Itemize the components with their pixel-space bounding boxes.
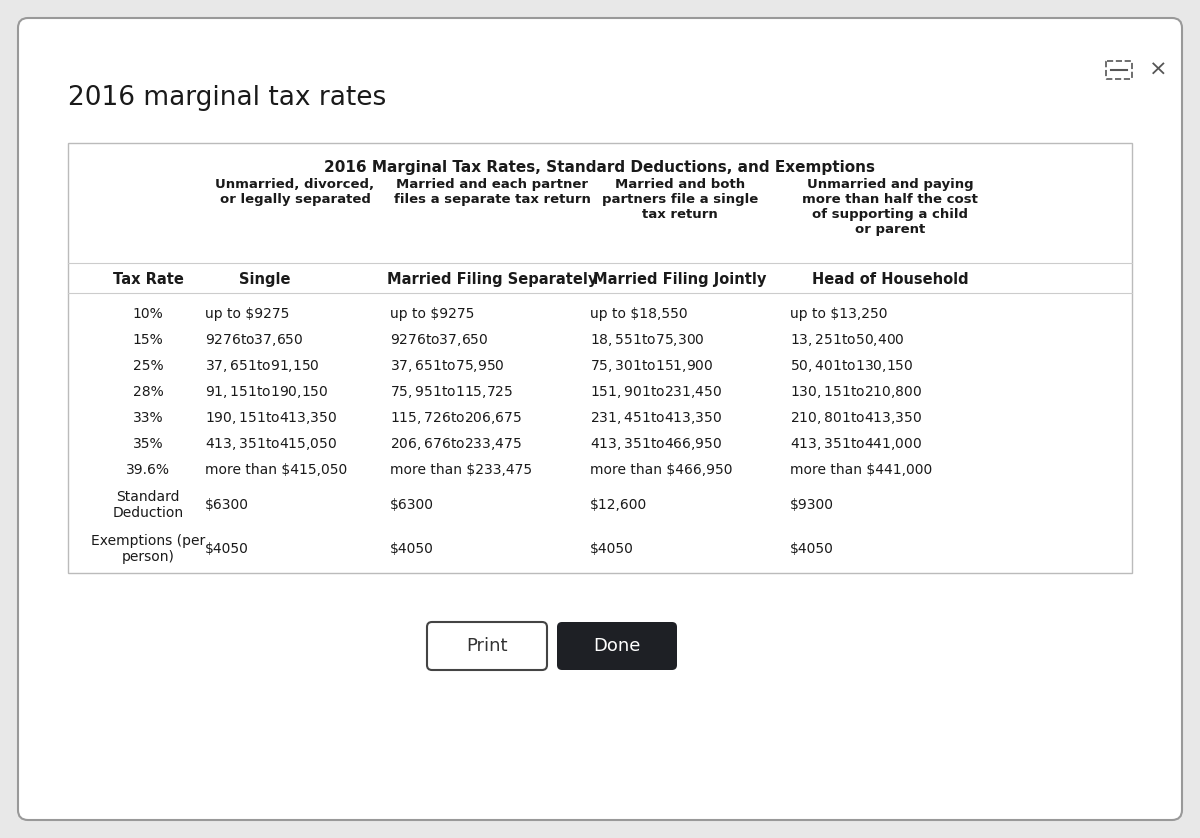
Text: Print: Print <box>467 637 508 655</box>
Text: $231,451 to $413,350: $231,451 to $413,350 <box>590 410 722 426</box>
Text: $37,651 to $91,150: $37,651 to $91,150 <box>205 358 319 374</box>
Text: ×: × <box>1148 60 1168 80</box>
Text: Married and both
partners file a single
tax return: Married and both partners file a single … <box>602 178 758 221</box>
Text: $18,551 to $75,300: $18,551 to $75,300 <box>590 332 704 348</box>
Text: 15%: 15% <box>133 333 163 347</box>
Text: $413,351 to $441,000: $413,351 to $441,000 <box>790 436 923 452</box>
Text: $12,600: $12,600 <box>590 498 647 512</box>
Text: 10%: 10% <box>133 307 163 321</box>
Text: $75,951 to $115,725: $75,951 to $115,725 <box>390 384 514 400</box>
Text: $91,151 to $190,150: $91,151 to $190,150 <box>205 384 329 400</box>
Text: $151,901 to $231,450: $151,901 to $231,450 <box>590 384 722 400</box>
Text: $4050: $4050 <box>790 542 834 556</box>
Text: Unmarried, divorced,
or legally separated: Unmarried, divorced, or legally separate… <box>216 178 374 206</box>
Text: more than $441,000: more than $441,000 <box>790 463 932 477</box>
Text: more than $233,475: more than $233,475 <box>390 463 532 477</box>
Text: $413,351 to $415,050: $413,351 to $415,050 <box>205 436 337 452</box>
Text: $206,676 to $233,475: $206,676 to $233,475 <box>390 436 522 452</box>
FancyBboxPatch shape <box>1106 61 1132 79</box>
Text: Married Filing Separately: Married Filing Separately <box>386 272 598 287</box>
Text: up to $9275: up to $9275 <box>390 307 474 321</box>
Text: up to $13,250: up to $13,250 <box>790 307 888 321</box>
Text: $6300: $6300 <box>205 498 250 512</box>
Text: 2016 marginal tax rates: 2016 marginal tax rates <box>68 85 386 111</box>
Text: $9276 to $37,650: $9276 to $37,650 <box>390 332 488 348</box>
Text: $9276 to $37,650: $9276 to $37,650 <box>205 332 304 348</box>
Text: up to $9275: up to $9275 <box>205 307 289 321</box>
Text: up to $18,550: up to $18,550 <box>590 307 688 321</box>
FancyBboxPatch shape <box>68 143 1132 573</box>
Text: Head of Household: Head of Household <box>811 272 968 287</box>
Text: $4050: $4050 <box>390 542 434 556</box>
Text: $190,151 to $413,350: $190,151 to $413,350 <box>205 410 337 426</box>
FancyBboxPatch shape <box>557 622 677 670</box>
Text: $75,301 to $151,900: $75,301 to $151,900 <box>590 358 714 374</box>
Text: more than $415,050: more than $415,050 <box>205 463 347 477</box>
Text: $413,351 to $466,950: $413,351 to $466,950 <box>590 436 722 452</box>
Text: $130,151 to $210,800: $130,151 to $210,800 <box>790 384 923 400</box>
Text: more than $466,950: more than $466,950 <box>590 463 732 477</box>
Text: 2016 Marginal Tax Rates, Standard Deductions, and Exemptions: 2016 Marginal Tax Rates, Standard Deduct… <box>324 160 876 175</box>
Text: 28%: 28% <box>133 385 163 399</box>
FancyBboxPatch shape <box>18 18 1182 820</box>
Text: $6300: $6300 <box>390 498 434 512</box>
Text: 35%: 35% <box>133 437 163 451</box>
FancyBboxPatch shape <box>427 622 547 670</box>
Text: $4050: $4050 <box>590 542 634 556</box>
Text: Tax Rate: Tax Rate <box>113 272 184 287</box>
Text: 25%: 25% <box>133 359 163 373</box>
Text: $13,251 to $50,400: $13,251 to $50,400 <box>790 332 905 348</box>
Text: $115,726 to $206,675: $115,726 to $206,675 <box>390 410 522 426</box>
Text: 33%: 33% <box>133 411 163 425</box>
Text: $4050: $4050 <box>205 542 248 556</box>
Text: Exemptions (per
person): Exemptions (per person) <box>91 534 205 564</box>
Text: Standard
Deduction: Standard Deduction <box>113 490 184 520</box>
Text: $9300: $9300 <box>790 498 834 512</box>
Text: $210,801 to $413,350: $210,801 to $413,350 <box>790 410 923 426</box>
Text: Married and each partner
files a separate tax return: Married and each partner files a separat… <box>394 178 590 206</box>
Text: $50,401 to $130,150: $50,401 to $130,150 <box>790 358 913 374</box>
Text: Done: Done <box>593 637 641 655</box>
Text: Single: Single <box>239 272 290 287</box>
Text: $37,651 to $75,950: $37,651 to $75,950 <box>390 358 505 374</box>
Text: Unmarried and paying
more than half the cost
of supporting a child
or parent: Unmarried and paying more than half the … <box>802 178 978 236</box>
Text: 39.6%: 39.6% <box>126 463 170 477</box>
Text: Married Filing Jointly: Married Filing Jointly <box>593 272 767 287</box>
